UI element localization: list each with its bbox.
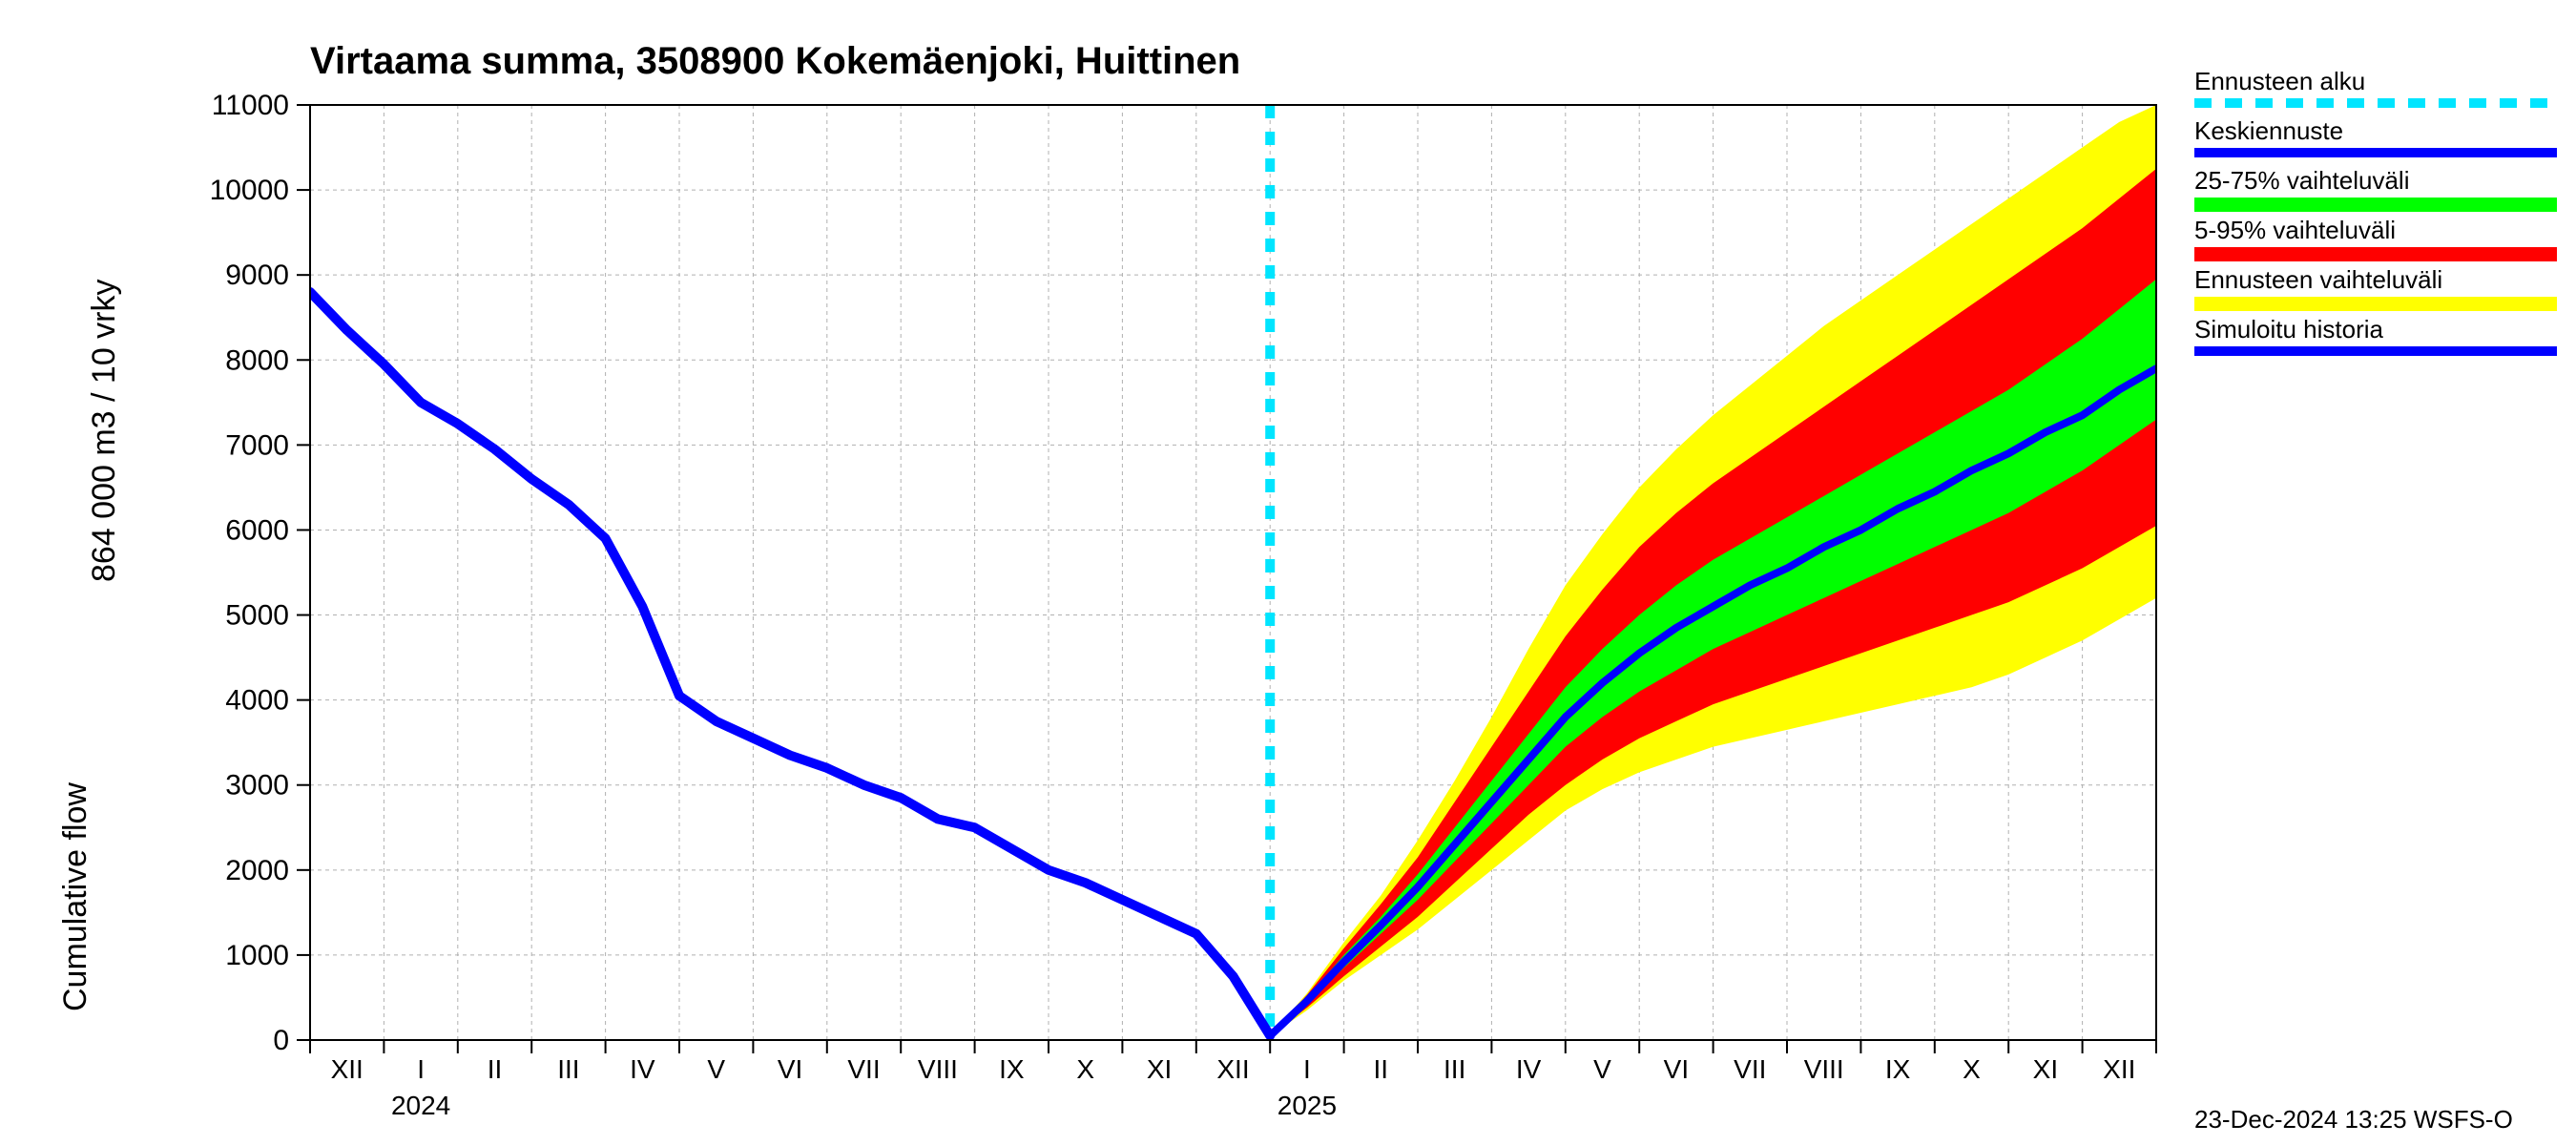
x-tick-label: II	[488, 1054, 503, 1084]
y-tick-label: 4000	[225, 685, 289, 717]
x-tick-label: IV	[630, 1054, 655, 1084]
x-tick-label: XII	[1216, 1054, 1249, 1084]
y-tick-label: 10000	[210, 175, 289, 206]
y-tick-label: 8000	[225, 344, 289, 376]
x-tick-label: VI	[778, 1054, 802, 1084]
x-tick-label: V	[707, 1054, 725, 1084]
y-tick-label: 6000	[225, 514, 289, 546]
legend-item: 25-75% vaihteluväli	[2194, 166, 2566, 212]
x-tick-label: VI	[1664, 1054, 1689, 1084]
legend-item: 5-95% vaihteluväli	[2194, 216, 2566, 261]
x-tick-label: I	[1303, 1054, 1311, 1084]
legend-label: Ennusteen alku	[2194, 67, 2566, 96]
x-tick-label: III	[557, 1054, 579, 1084]
year-label: 2025	[1278, 1091, 1337, 1120]
timestamp-footer: 23-Dec-2024 13:25 WSFS-O	[2194, 1105, 2513, 1135]
legend-item: Simuloitu historia	[2194, 315, 2566, 361]
x-tick-label: XII	[2103, 1054, 2135, 1084]
y-tick-label: 7000	[225, 429, 289, 461]
x-tick-label: IX	[1885, 1054, 1911, 1084]
x-tick-label: VII	[847, 1054, 880, 1084]
chart-container: Virtaama summa, 3508900 Kokemäenjoki, Hu…	[0, 0, 2576, 1145]
x-tick-label: IX	[999, 1054, 1025, 1084]
plot-area: 0 1000 2000 3000 4000 5000 6000 7000 8000 9000 100…	[0, 0, 2576, 1145]
legend-swatch	[2194, 98, 2557, 108]
x-tick-label: X	[1076, 1054, 1094, 1084]
y-tick-label: 11000	[212, 90, 289, 121]
legend-swatch	[2194, 297, 2557, 311]
x-tick-label: III	[1444, 1054, 1465, 1084]
legend: Ennusteen alku Keskiennuste 25-75% vaihtel…	[2194, 67, 2566, 364]
legend-label: 25-75% vaihteluväli	[2194, 166, 2566, 196]
legend-label: Keskiennuste	[2194, 116, 2566, 146]
y-tick-label: 0	[273, 1025, 289, 1056]
x-tick-label: I	[417, 1054, 425, 1084]
legend-item: Ennusteen vaihteluväli	[2194, 265, 2566, 311]
x-tick-label: XI	[2033, 1054, 2058, 1084]
x-tick-label: VII	[1734, 1054, 1766, 1084]
y-tick-label: 3000	[225, 770, 289, 802]
x-tick-label: XII	[331, 1054, 364, 1084]
legend-swatch	[2194, 198, 2557, 212]
legend-label: Ennusteen vaihteluväli	[2194, 265, 2566, 295]
y-tick-label: 9000	[225, 260, 289, 291]
x-tick-label: X	[1963, 1054, 1981, 1084]
x-tick-label: IV	[1516, 1054, 1542, 1084]
legend-swatch	[2194, 346, 2557, 356]
legend-swatch	[2194, 247, 2557, 261]
legend-label: Simuloitu historia	[2194, 315, 2566, 344]
legend-swatch	[2194, 148, 2557, 157]
x-tick-label: VIII	[1804, 1054, 1844, 1084]
legend-item: Ennusteen alku	[2194, 67, 2566, 113]
x-tick-label: II	[1374, 1054, 1389, 1084]
year-label: 2024	[391, 1091, 450, 1120]
x-tick-label: XI	[1147, 1054, 1172, 1084]
legend-label: 5-95% vaihteluväli	[2194, 216, 2566, 245]
y-tick-label: 5000	[225, 600, 289, 632]
x-tick-label: VIII	[918, 1054, 958, 1084]
y-tick-label: 1000	[225, 940, 289, 971]
legend-item: Keskiennuste	[2194, 116, 2566, 162]
y-tick-label: 2000	[225, 855, 289, 886]
x-tick-label: V	[1593, 1054, 1611, 1084]
